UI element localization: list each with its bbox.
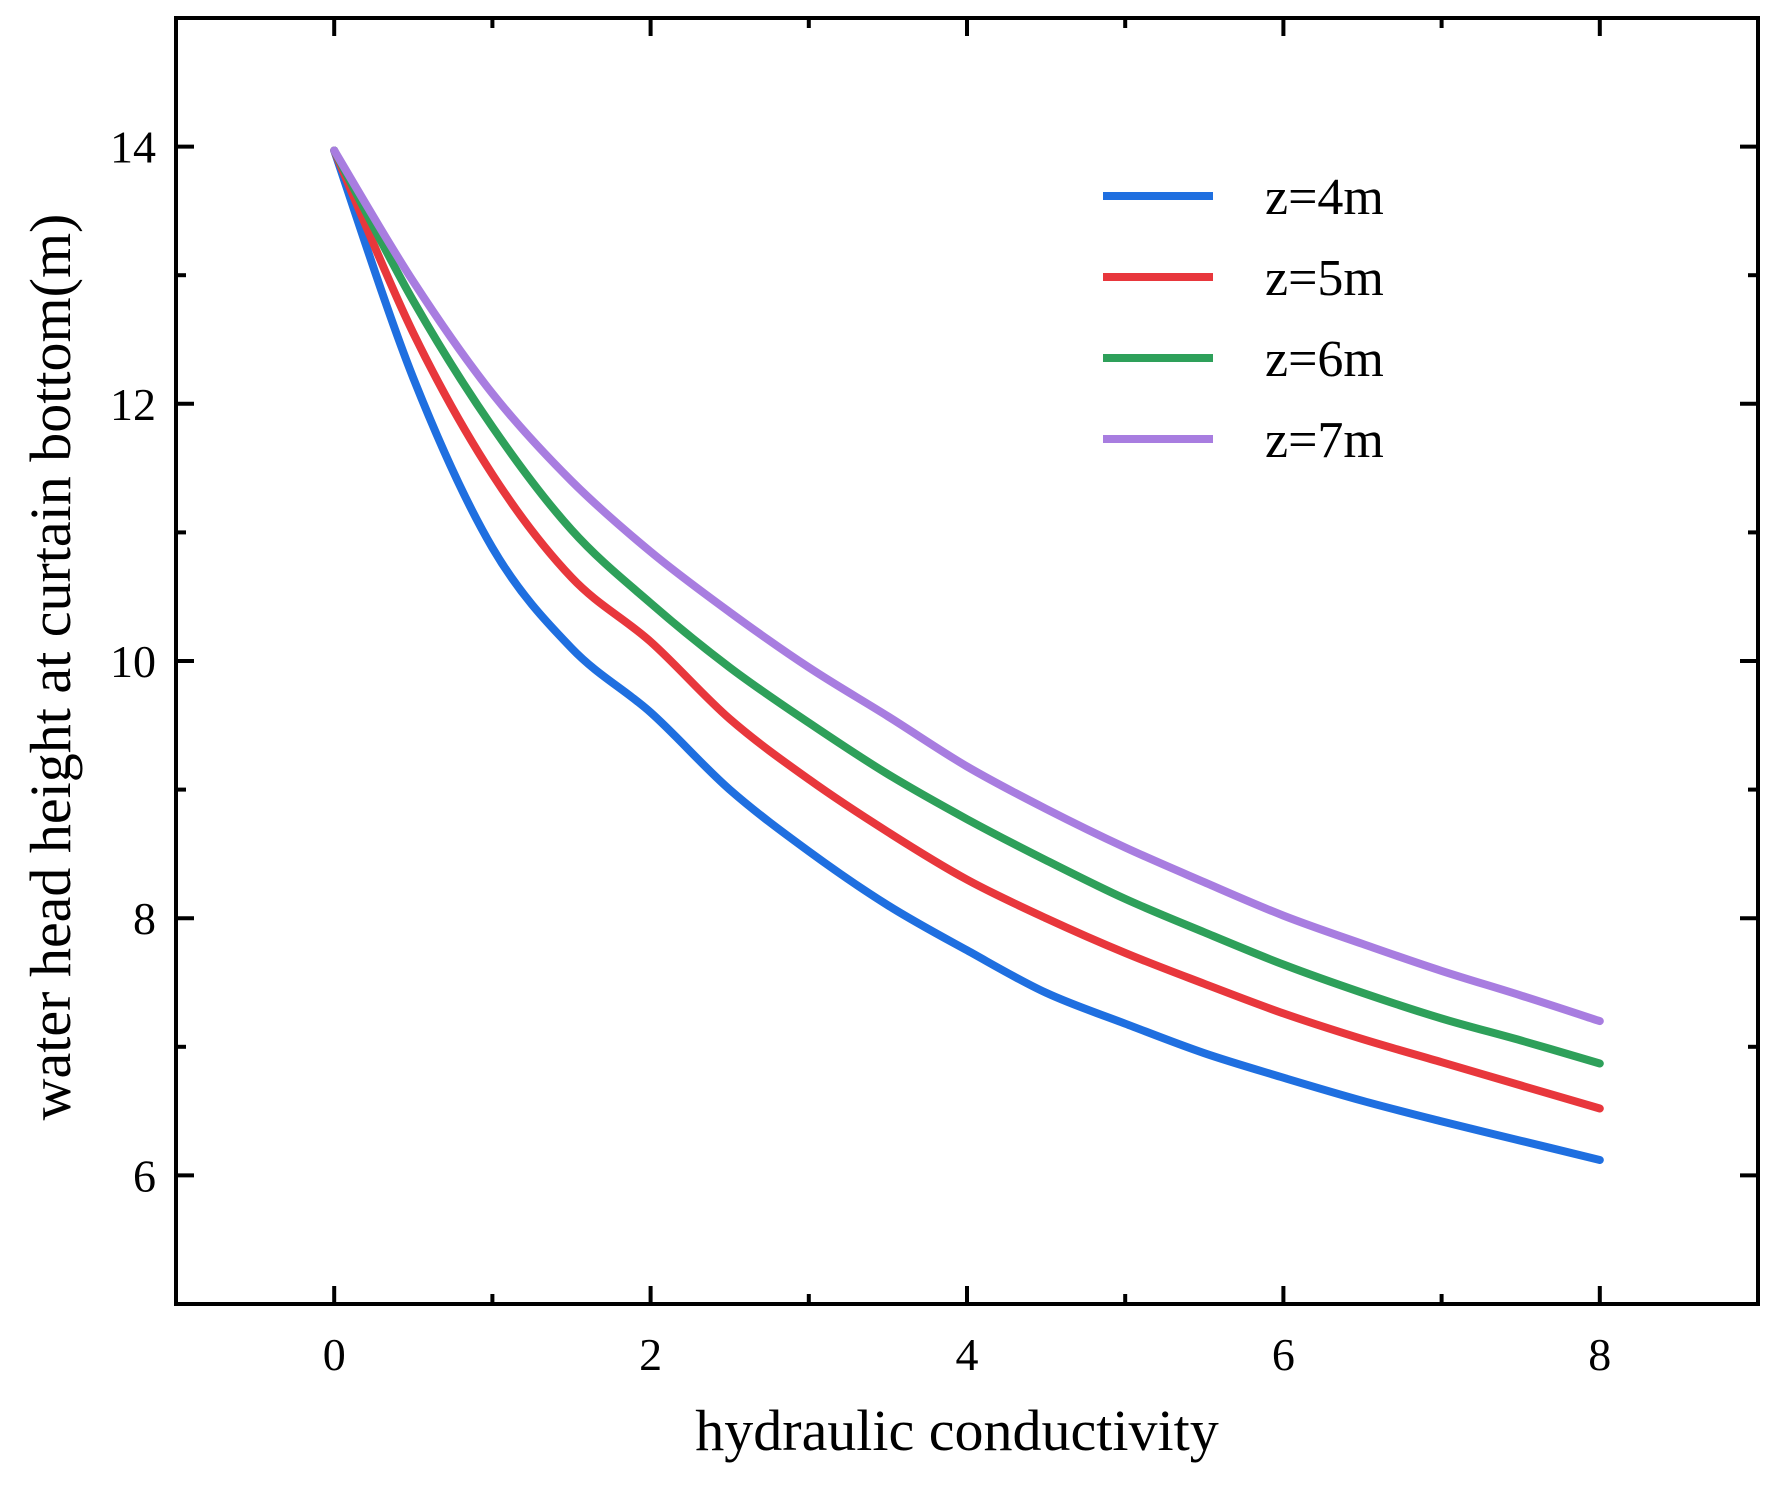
legend-label: z=6m — [1265, 331, 1384, 388]
x-tick-label: 0 — [323, 1329, 346, 1380]
y-tick-label: 10 — [110, 636, 156, 687]
series-line-z-6m — [330, 146, 1604, 1068]
y-axis-title: water head height at curtain bottom(m) — [18, 214, 83, 1121]
y-tick-label: 6 — [133, 1150, 156, 1201]
y-tick-label: 14 — [110, 122, 156, 173]
x-tick-label: 6 — [1272, 1329, 1295, 1380]
series-line-z-5m — [330, 146, 1604, 1113]
series-line-z-4m — [330, 146, 1604, 1164]
y-tick-label: 8 — [133, 893, 156, 944]
x-tick-label: 4 — [956, 1329, 979, 1380]
plot-frame — [174, 16, 1760, 1306]
series-line-z-7m — [330, 146, 1604, 1026]
legend-label: z=5m — [1265, 250, 1384, 307]
legend-label: z=4m — [1265, 169, 1384, 226]
y-tick-label: 12 — [110, 379, 156, 430]
x-axis-title: hydraulic conductivity — [695, 1398, 1218, 1463]
x-tick-label: 8 — [1588, 1329, 1611, 1380]
axis-tick-labels: 0 2 4 6 8 6 8 10 12 14 — [110, 122, 1611, 1380]
legend-label: z=7m — [1265, 412, 1384, 469]
x-tick-label: 2 — [639, 1329, 662, 1380]
plot-lines — [330, 146, 1604, 1164]
legend: z=4m z=5m z=6m z=7m — [1103, 169, 1384, 469]
axis-ticks — [176, 18, 1758, 1304]
